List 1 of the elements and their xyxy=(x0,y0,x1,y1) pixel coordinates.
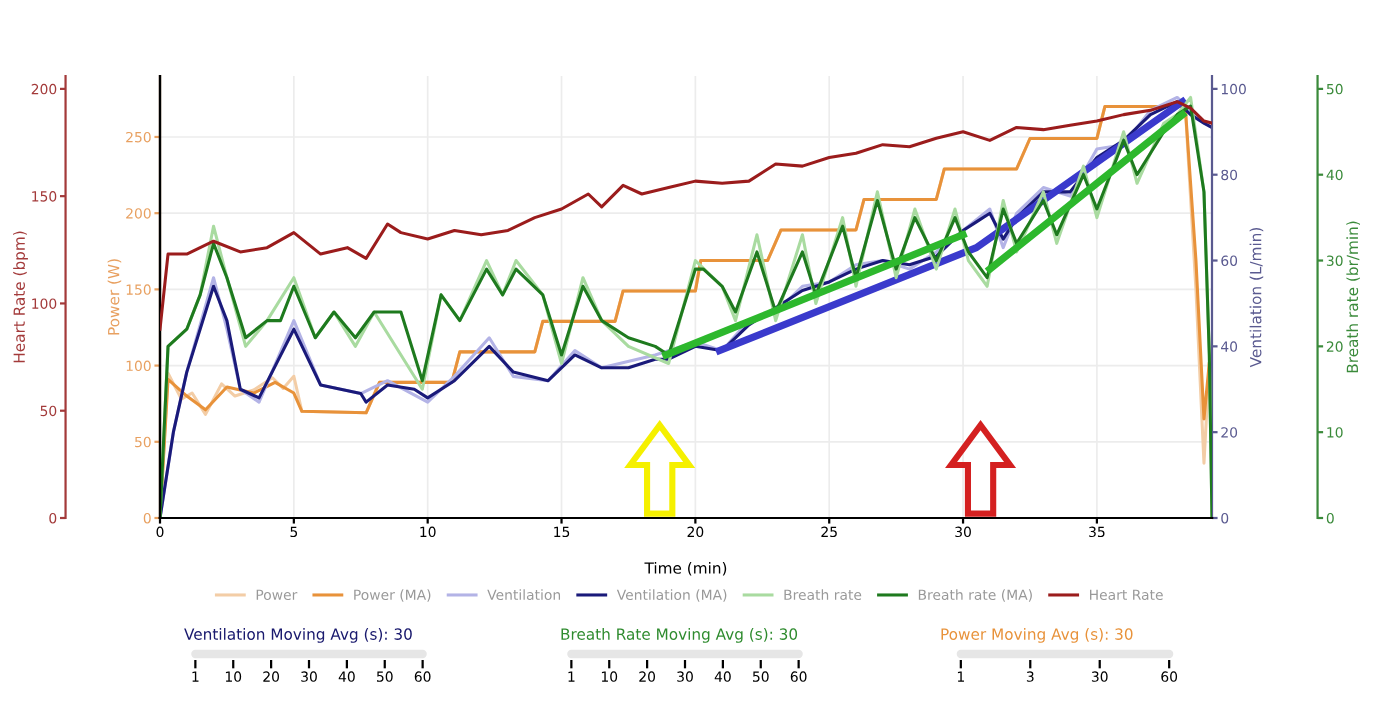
line-series xyxy=(160,100,1212,331)
